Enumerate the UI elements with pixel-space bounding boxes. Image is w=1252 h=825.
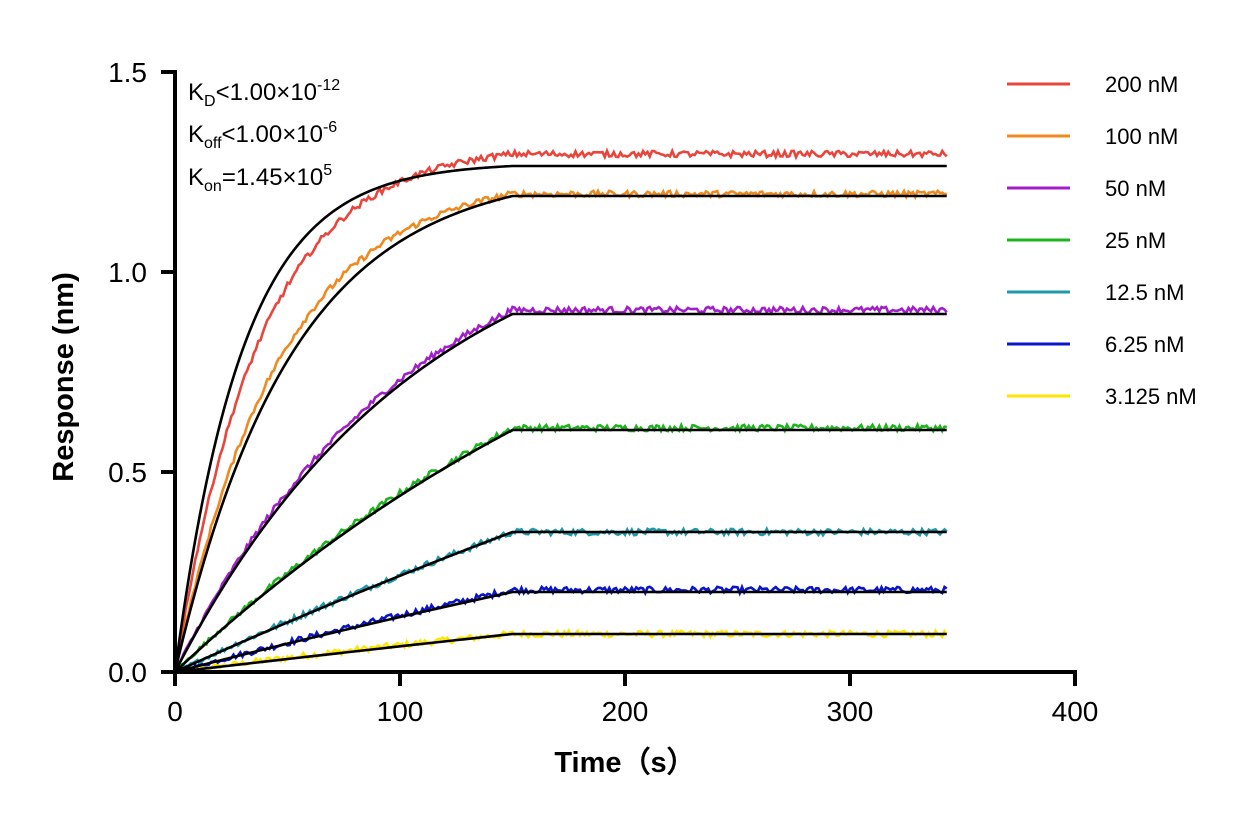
y-tick-label: 0.0 — [108, 657, 147, 688]
y-tick-label: 1.5 — [108, 57, 147, 88]
x-tick-label: 100 — [377, 696, 424, 727]
legend: 200 nM 100 nM 50 nM 25 nM 12.5 nM 6.25 nM 3.12… — [1007, 72, 1197, 409]
fit-line-6_25-nM — [174, 590, 947, 674]
kon-annotation: Kon=1.45×105 — [188, 162, 332, 195]
fit-line-100-nM — [173, 194, 947, 673]
legend-label: 100 nM — [1105, 124, 1178, 149]
legend-label: 6.25 nM — [1105, 332, 1185, 357]
legend-label: 50 nM — [1105, 176, 1166, 201]
x-tick-label: 300 — [827, 696, 874, 727]
fit-line-50-nM — [173, 312, 947, 673]
y-tick-label: 1.0 — [108, 257, 147, 288]
data-series — [173, 147, 948, 674]
x-tick-label: 400 — [1052, 696, 1099, 727]
series-line-12_5-nM — [174, 525, 948, 673]
fit-line-200-nM — [173, 164, 947, 673]
x-tick-label: 200 — [602, 696, 649, 727]
fit-curves — [173, 164, 947, 674]
koff-annotation: Koff<1.00×10-6 — [188, 119, 337, 152]
axis-ticks: 0 100 200 300 400 0.0 0.5 1.0 1.5 — [108, 57, 1098, 727]
legend-label: 12.5 nM — [1105, 280, 1185, 305]
kd-annotation: KD<1.00×10-12 — [188, 77, 340, 110]
legend-label: 25 nM — [1105, 228, 1166, 253]
legend-label: 3.125 nM — [1105, 384, 1197, 409]
series-line-3_125-nM — [174, 627, 948, 674]
x-axis-title: Time（s） — [554, 746, 695, 779]
fit-line-12_5-nM — [174, 530, 947, 674]
series-line-100-nM — [173, 187, 948, 673]
series-line-200-nM — [173, 147, 948, 673]
x-tick-label: 0 — [167, 696, 183, 727]
y-axis-title: Response (nm) — [48, 272, 80, 481]
fit-line-3_125-nM — [174, 632, 947, 674]
series-line-50-nM — [173, 304, 948, 672]
y-tick-label: 0.5 — [108, 457, 147, 488]
fit-line-25-nM — [174, 428, 947, 673]
legend-label: 200 nM — [1105, 72, 1178, 97]
